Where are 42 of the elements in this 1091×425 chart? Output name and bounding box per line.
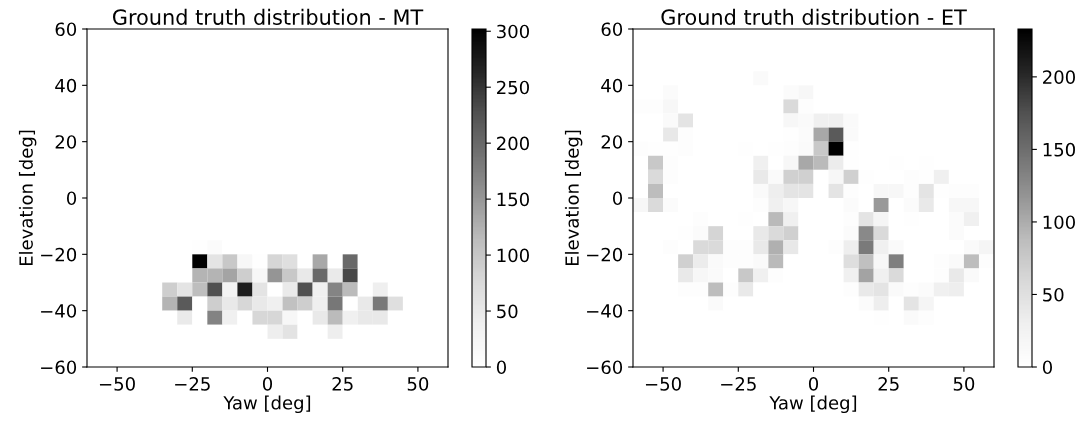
y-tick-label: 0	[612, 191, 623, 206]
y-tick-label: −40	[41, 304, 77, 318]
x-tick-label: −50	[99, 377, 135, 391]
x-tick-label: 25	[878, 377, 899, 391]
y-tick-label: −20	[41, 247, 77, 262]
y-axis-title: Elevation [deg]	[564, 130, 583, 266]
y-tick-label: 60	[55, 22, 77, 37]
y-tick-label: 20	[601, 135, 623, 149]
color-bar-label: 50	[497, 304, 518, 319]
x-tick-label: −50	[645, 377, 681, 391]
x-tick-label: 25	[332, 377, 353, 391]
y-tick-label: 40	[55, 78, 77, 93]
y-axis-title: Elevation [deg]	[18, 130, 37, 266]
color-bar-label: 150	[1043, 142, 1075, 157]
color-bar-label: 250	[497, 80, 529, 95]
chart-title: Ground truth distribution - MT	[113, 8, 424, 25]
color-bar-label: 50	[1043, 287, 1064, 302]
x-tick-label: −25	[175, 377, 210, 391]
y-tick-label: 60	[601, 22, 623, 37]
x-tick-label: 0	[262, 377, 273, 391]
color-bar-label: 0	[496, 360, 507, 375]
y-tick-label: −20	[587, 247, 623, 262]
y-tick-label: −40	[587, 304, 623, 318]
y-tick-label: 40	[601, 78, 623, 93]
y-tick-label: 20	[55, 135, 77, 149]
color-bar-label: 100	[1043, 215, 1075, 230]
color-bar-label: 200	[1043, 70, 1075, 84]
x-tick-label: 50	[407, 377, 429, 391]
y-tick-label: −60	[587, 360, 623, 375]
x-tick-label: 50	[953, 377, 975, 391]
color-bar-label: 300	[497, 24, 529, 39]
color-bar-label: 0	[1042, 360, 1053, 375]
y-tick-label: −60	[41, 360, 77, 375]
color-bar-label: 200	[497, 136, 529, 151]
x-tick-label: 0	[808, 377, 819, 391]
y-tick-label: 0	[66, 191, 77, 206]
x-axis-title: Yaw [deg]	[769, 395, 857, 414]
chart-title: Ground truth distribution - ET	[661, 8, 967, 25]
x-tick-label: −25	[721, 377, 756, 391]
x-axis-title: Yaw [deg]	[223, 395, 311, 414]
color-bar-label: 150	[497, 192, 529, 207]
color-bar-label: 100	[497, 248, 529, 263]
